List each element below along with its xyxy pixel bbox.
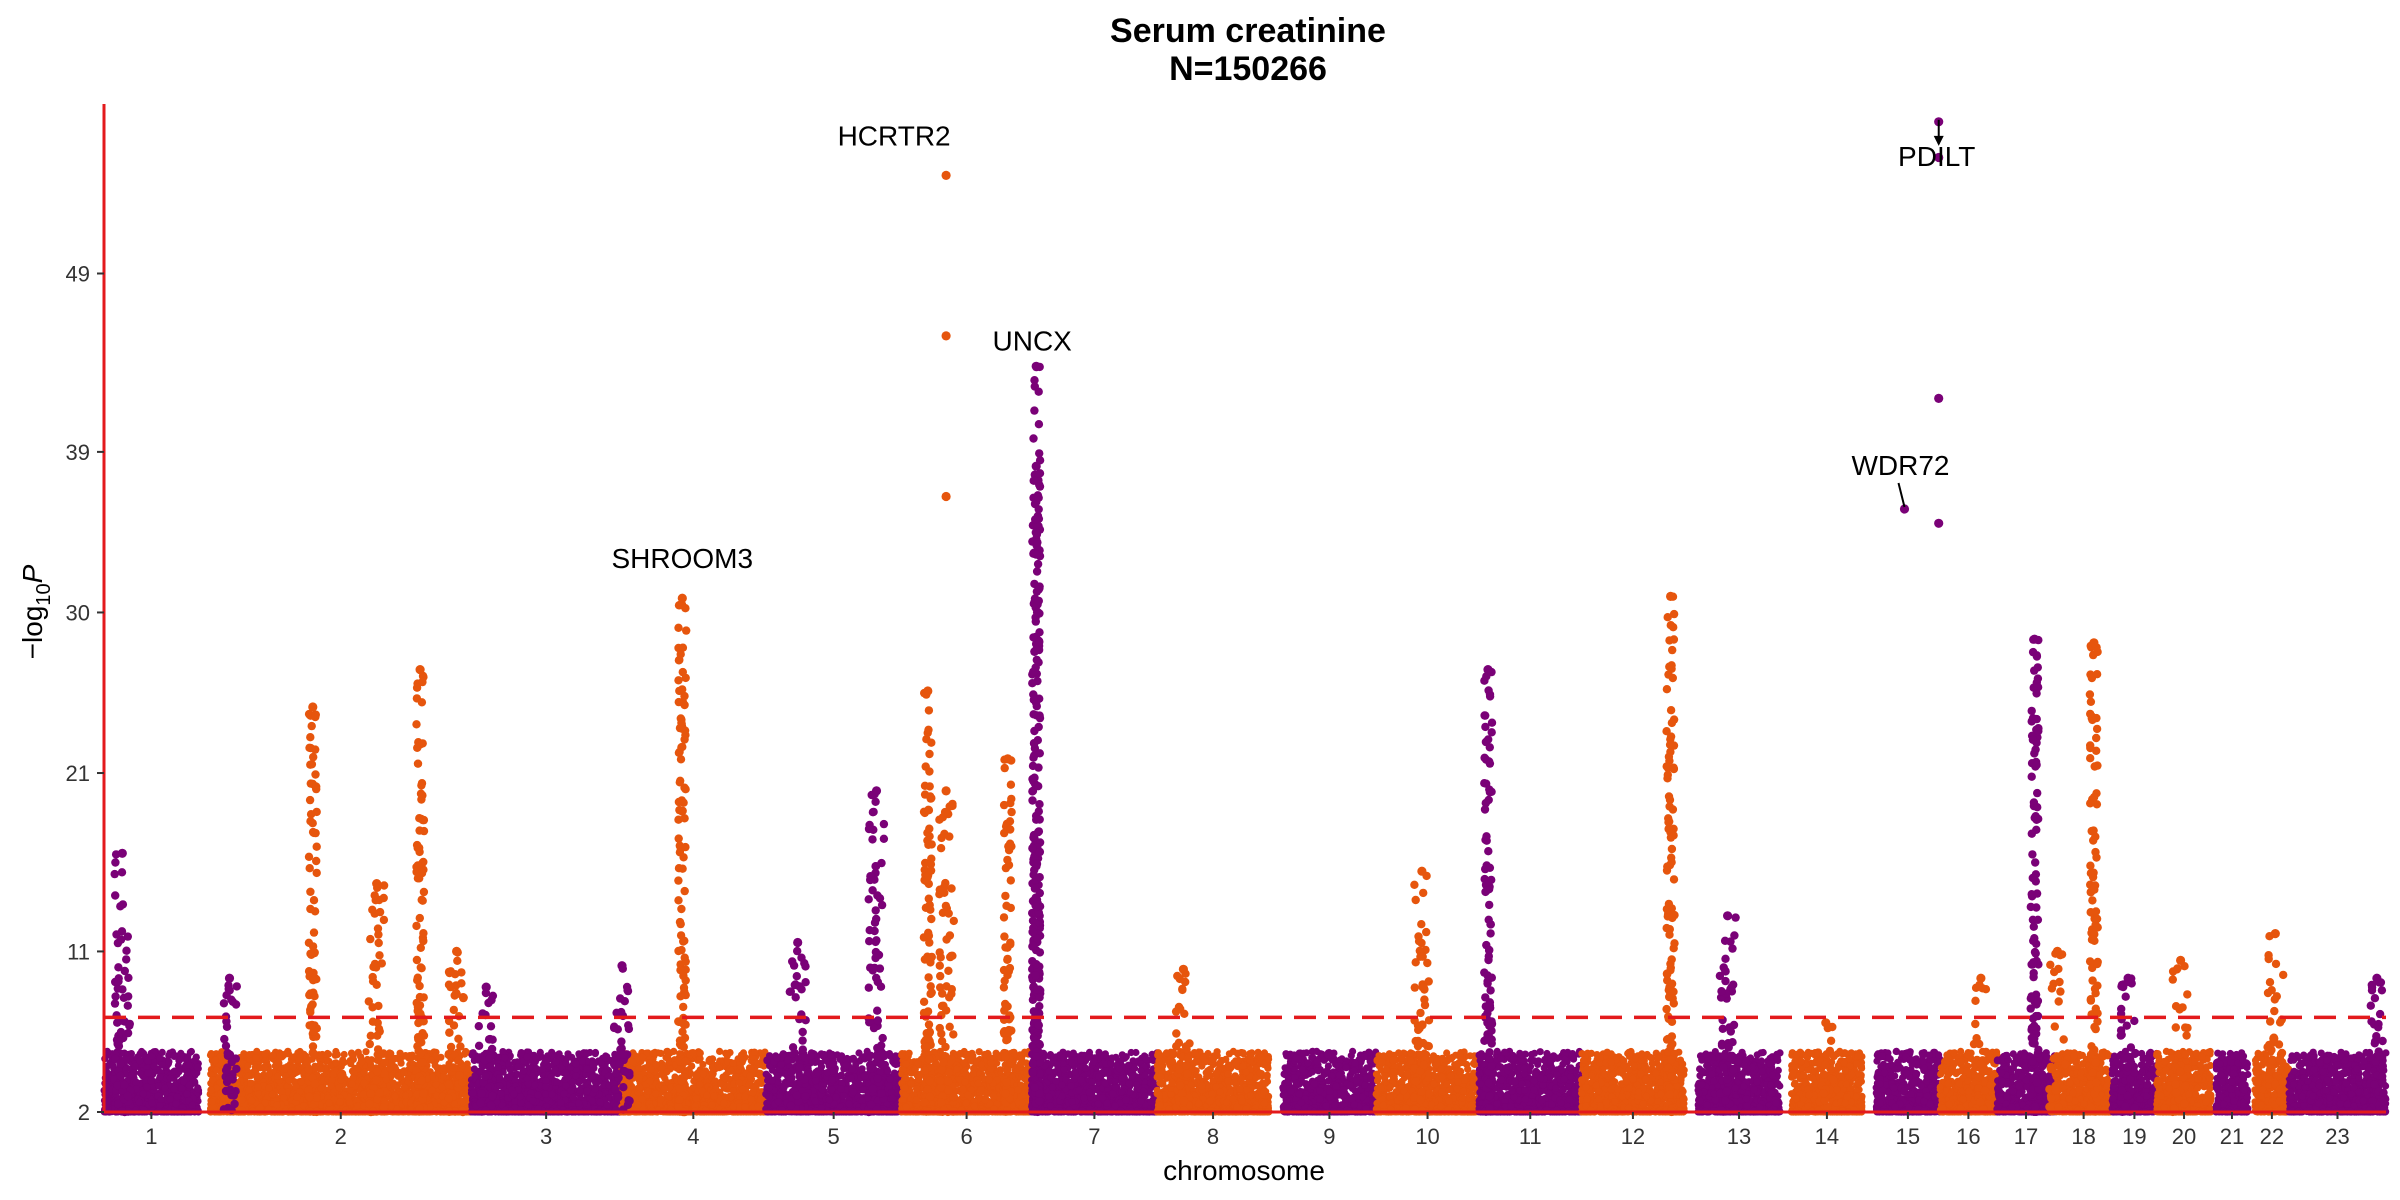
x-tick-label-3: 3 — [540, 1124, 552, 1149]
x-tick-label-15: 15 — [1896, 1124, 1920, 1149]
x-tick-label-17: 17 — [2014, 1124, 2038, 1149]
x-tick-label-2: 2 — [335, 1124, 347, 1149]
points-layer — [100, 117, 2390, 1117]
y-tick-label-49: 49 — [66, 261, 90, 286]
chromosome-band-13 — [1694, 1048, 1784, 1116]
chromosome-band-9 — [1279, 1047, 1380, 1116]
chromosome-band-8 — [1153, 1047, 1273, 1116]
x-tick-label-14: 14 — [1815, 1124, 1839, 1149]
y-axis-title: −log10P — [17, 564, 55, 659]
peak-chr13-23 — [1715, 911, 1740, 1116]
x-tick-label-10: 10 — [1415, 1124, 1439, 1149]
peak-chr2-4 — [411, 665, 429, 1116]
annotation-layer: SHROOM3 HCRTR2 UNCX WDR72 PDILT — [612, 119, 1975, 574]
gene-label-wdr72: WDR72 — [1851, 450, 1949, 481]
x-tick-label-6: 6 — [960, 1124, 972, 1149]
peak-chr6-12 — [941, 170, 951, 180]
x-tick-label-13: 13 — [1727, 1124, 1751, 1149]
y-tick-label-30: 30 — [66, 600, 90, 625]
gene-arrow-head-pdilt — [1933, 135, 1944, 146]
x-tick-label-18: 18 — [2071, 1124, 2095, 1149]
chromosome-band-2 — [206, 1047, 475, 1116]
y-tick-label-21: 21 — [66, 761, 90, 786]
x-tick-label-23: 23 — [2325, 1124, 2349, 1149]
peak-chr1-1 — [219, 973, 241, 1115]
x-tick-label-9: 9 — [1323, 1124, 1335, 1149]
x-tick-label-5: 5 — [828, 1124, 840, 1149]
peak-chr10-20 — [1409, 866, 1434, 1115]
peak-chr18-33 — [2085, 638, 2102, 1116]
peak-chr1-0 — [110, 848, 135, 1117]
peak-chr15-29 — [1934, 518, 1944, 528]
gene-label-hcrtr2: HCRTR2 — [838, 120, 951, 151]
peak-chr4-8 — [674, 593, 691, 1117]
x-tick-label-22: 22 — [2260, 1124, 2284, 1149]
x-tick-label-11: 11 — [1519, 1124, 1542, 1149]
peak-chr2-2 — [304, 702, 321, 1117]
y-tick-label-39: 39 — [66, 440, 90, 465]
y-tick-label-11: 11 — [67, 939, 90, 964]
gene-label-uncx: UNCX — [993, 325, 1073, 356]
peak-chr6-11 — [919, 686, 936, 1116]
peak-chr15-28 — [1934, 393, 1944, 403]
peak-chr14-24 — [1814, 1018, 1839, 1116]
peak-chr2-5 — [444, 946, 468, 1117]
x-tick-label-21: 21 — [2220, 1124, 2244, 1149]
chromosome-band-7 — [1028, 1048, 1161, 1116]
peak-chr15-27 — [1934, 152, 1944, 163]
peak-chr15-25 — [1899, 504, 1910, 514]
gene-leader-wdr72 — [1897, 482, 1906, 508]
chromosome-band-4 — [617, 1047, 770, 1116]
peak-chr5-9 — [785, 937, 810, 1115]
x-tick-label-8: 8 — [1207, 1124, 1219, 1149]
peak-chr12-22 — [1662, 591, 1679, 1117]
gene-label-shroom3: SHROOM3 — [612, 543, 754, 574]
peak-chr17-31 — [2026, 634, 2043, 1117]
chromosome-band-21 — [2212, 1049, 2252, 1116]
peak-chr6-14 — [941, 491, 951, 502]
chart-title-line2: N=150266 — [1169, 50, 1327, 88]
peak-chr3-6 — [474, 982, 498, 1116]
peak-chr6-13 — [941, 331, 951, 341]
peak-chr11-21 — [1480, 665, 1497, 1116]
x-tick-label-1: 1 — [145, 1124, 157, 1149]
peak-chr3-7 — [609, 961, 634, 1115]
y-axis-title-prefix: −log — [17, 606, 48, 660]
x-tick-label-19: 19 — [2122, 1124, 2146, 1149]
x-axis-title: chromosome — [1163, 1155, 1325, 1186]
chart-title-line1: Serum creatinine — [1110, 12, 1386, 50]
x-tick-label-12: 12 — [1621, 1124, 1645, 1149]
x-tick-label-16: 16 — [1956, 1124, 1980, 1149]
y-axis-title-subscript: 10 — [33, 583, 55, 605]
peak-chr6-16 — [999, 754, 1016, 1116]
peak-chr6-15 — [935, 786, 959, 1117]
chromosome-band-15 — [1872, 1047, 1944, 1116]
y-tick-label-2: 2 — [78, 1100, 90, 1125]
peak-chr8-19 — [1171, 964, 1194, 1116]
y-axis-title-var: P — [17, 564, 48, 583]
gene-label-pdilt: PDILT — [1898, 141, 1975, 172]
x-tick-label-20: 20 — [2172, 1124, 2196, 1149]
x-tick-label-4: 4 — [687, 1124, 699, 1149]
peak-chr18-32 — [2045, 946, 2070, 1116]
x-tick-label-7: 7 — [1088, 1124, 1100, 1149]
